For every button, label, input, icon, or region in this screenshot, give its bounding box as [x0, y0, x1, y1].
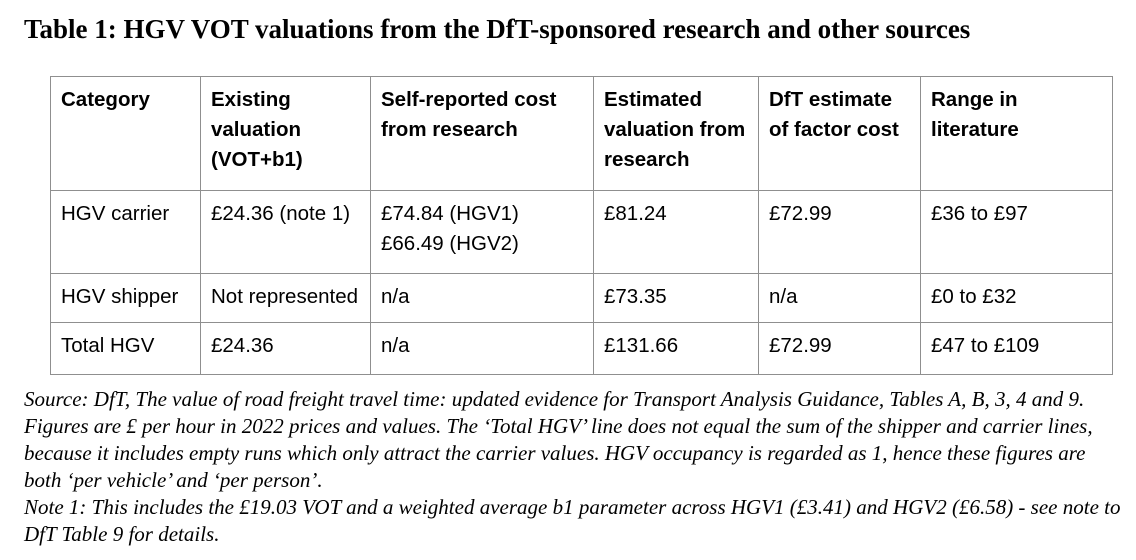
- table-row-hgv-carrier: HGV carrier £24.36 (note 1) £74.84 (HGV1…: [50, 190, 1113, 274]
- cell-total-range: £47 to £109: [920, 322, 1113, 375]
- cell-carrier-existing-valuation: £24.36 (note 1): [200, 190, 371, 274]
- cell-shipper-estimated-valuation: £73.35: [593, 273, 759, 323]
- cell-total-self-reported-cost: n/a: [370, 322, 594, 375]
- table-header-row: Category Existing valuation (VOT+b1) Sel…: [50, 76, 1113, 191]
- source-note: Source: DfT, The value of road freight t…: [24, 387, 1093, 492]
- hgv-vot-table: Category Existing valuation (VOT+b1) Sel…: [50, 76, 1113, 375]
- column-header-range-in-literature: Range in literature: [920, 76, 1113, 191]
- cell-carrier-category: HGV carrier: [50, 190, 201, 274]
- cell-shipper-category: HGV shipper: [50, 273, 201, 323]
- column-header-estimated-valuation: Estimated valuation from research: [593, 76, 759, 191]
- cell-shipper-range: £0 to £32: [920, 273, 1113, 323]
- column-header-category: Category: [50, 76, 201, 191]
- cell-carrier-range: £36 to £97: [920, 190, 1113, 274]
- cell-carrier-dft-estimate: £72.99: [758, 190, 921, 274]
- table-title: Table 1: HGV VOT valuations from the DfT…: [24, 14, 971, 44]
- column-header-existing-valuation: Existing valuation (VOT+b1): [200, 76, 371, 191]
- cell-carrier-self-reported-cost: £74.84 (HGV1) £66.49 (HGV2): [370, 190, 594, 274]
- table-row-total-hgv: Total HGV £24.36 n/a £131.66 £72.99 £47 …: [50, 322, 1113, 375]
- cell-shipper-dft-estimate: n/a: [758, 273, 921, 323]
- cell-total-dft-estimate: £72.99: [758, 322, 921, 375]
- cell-total-category: Total HGV: [50, 322, 201, 375]
- cell-carrier-estimated-valuation: £81.24: [593, 190, 759, 274]
- cell-shipper-existing-valuation: Not represented: [200, 273, 371, 323]
- cell-shipper-self-reported-cost: n/a: [370, 273, 594, 323]
- column-header-self-reported-cost: Self-reported cost from research: [370, 76, 594, 191]
- footnotes: Source: DfT, The value of road freight t…: [24, 386, 1124, 548]
- column-header-dft-estimate: DfT estimate of factor cost: [758, 76, 921, 191]
- cell-total-estimated-valuation: £131.66: [593, 322, 759, 375]
- cell-total-existing-valuation: £24.36: [200, 322, 371, 375]
- note-1: Note 1: This includes the £19.03 VOT and…: [24, 495, 1121, 546]
- table-row-hgv-shipper: HGV shipper Not represented n/a £73.35 n…: [50, 273, 1113, 323]
